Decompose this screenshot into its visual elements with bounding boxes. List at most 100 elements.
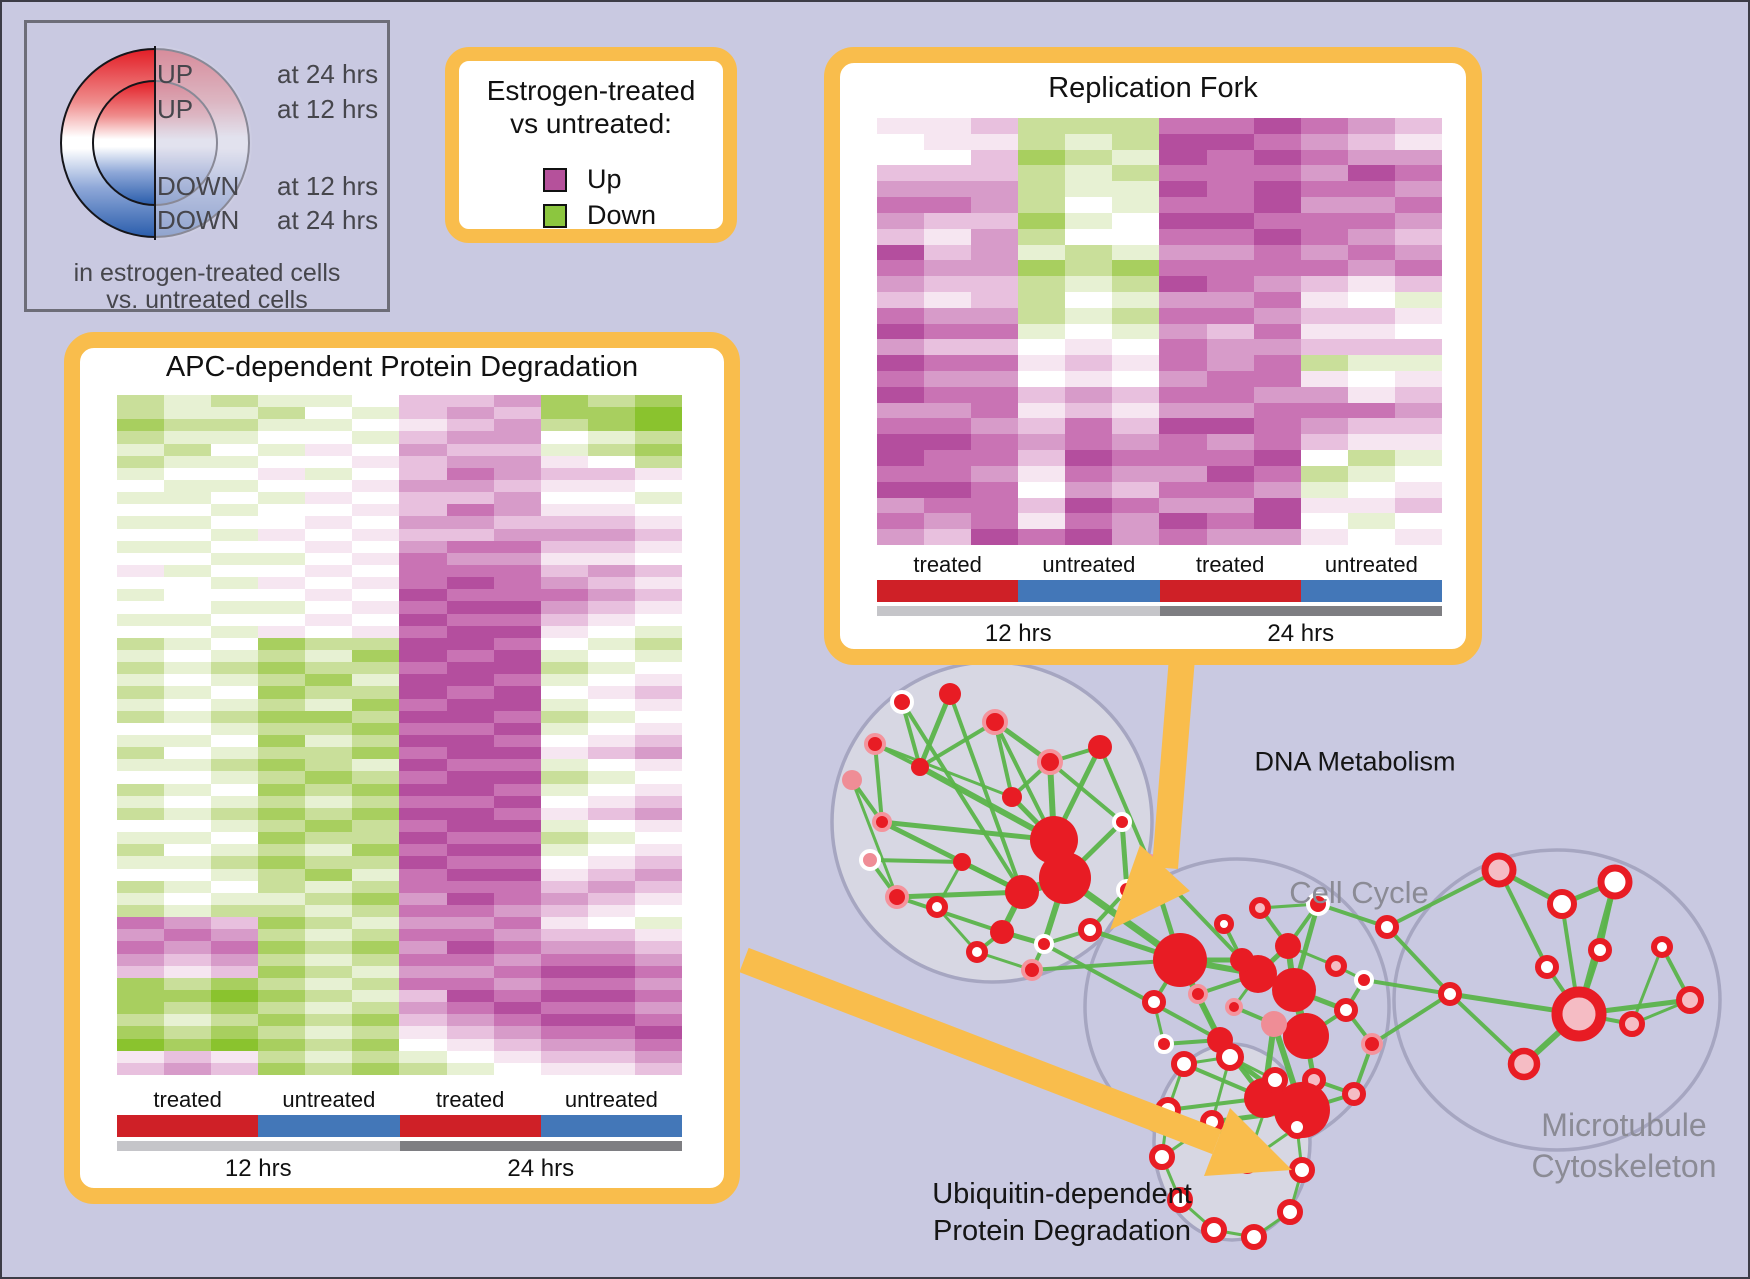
heatmap-cell bbox=[634, 407, 682, 420]
heatmap-cell bbox=[117, 941, 165, 954]
heatmap-cell bbox=[634, 601, 682, 614]
heatmap-cell bbox=[1018, 434, 1066, 451]
heatmap-cell bbox=[587, 480, 635, 493]
heatmap-cell bbox=[305, 880, 353, 893]
heatmap-cell bbox=[1300, 355, 1348, 372]
heatmap-cell bbox=[587, 722, 635, 735]
heatmap-cell bbox=[1394, 450, 1442, 466]
heatmap-cell bbox=[258, 722, 306, 735]
heatmap-cell bbox=[399, 528, 447, 541]
heatmap-cell bbox=[164, 540, 212, 553]
heatmap-cell bbox=[1206, 529, 1254, 545]
heatmap-cell bbox=[587, 905, 635, 918]
heatmap-cell bbox=[587, 892, 635, 905]
heatmap-cell bbox=[211, 905, 259, 918]
heatmap-cell bbox=[587, 783, 635, 796]
heatmap-cell bbox=[399, 795, 447, 808]
treated-bar bbox=[1159, 580, 1301, 602]
heatmap-cell bbox=[258, 795, 306, 808]
heatmap-cell bbox=[540, 1026, 588, 1039]
heatmap-cell bbox=[258, 1050, 306, 1063]
heatmap-cell bbox=[877, 181, 925, 198]
heatmap-cell bbox=[117, 905, 165, 918]
heatmap-cell bbox=[305, 431, 353, 444]
heatmap-cell bbox=[587, 771, 635, 784]
heatmap-cell bbox=[587, 698, 635, 711]
heatmap-cell bbox=[399, 431, 447, 444]
heatmap-cell bbox=[493, 577, 541, 590]
network-node bbox=[1481, 852, 1517, 888]
heatmap-cell bbox=[446, 698, 494, 711]
heatmap-cell bbox=[352, 504, 400, 517]
heatmap-cell bbox=[352, 1002, 400, 1015]
network-edge bbox=[869, 858, 963, 864]
heatmap-cell bbox=[1394, 497, 1442, 514]
heatmap-cell bbox=[1206, 228, 1254, 245]
heatmap-cell bbox=[540, 844, 588, 857]
heatmap-cell bbox=[634, 892, 682, 905]
heatmap-cell bbox=[493, 613, 541, 626]
heatmap-cell bbox=[258, 565, 306, 578]
heatmap-cell bbox=[399, 395, 447, 408]
heatmap-cell bbox=[352, 540, 400, 553]
heatmap-cell bbox=[1065, 291, 1113, 308]
heatmap-cell bbox=[446, 977, 494, 990]
heatmap-cell bbox=[1394, 481, 1442, 498]
heatmap-cell bbox=[540, 735, 588, 748]
heatmap-cell bbox=[1112, 197, 1160, 213]
heatmap-cell bbox=[1300, 481, 1348, 498]
heatmap-cell bbox=[587, 540, 635, 553]
heatmap-cell bbox=[164, 735, 212, 748]
heatmap-cell bbox=[164, 905, 212, 918]
heatmap-cell bbox=[211, 795, 259, 808]
heatmap-cell bbox=[924, 291, 972, 308]
heatmap-cell bbox=[587, 735, 635, 748]
network-node bbox=[1354, 970, 1374, 990]
heatmap-cell bbox=[1065, 339, 1113, 356]
heatmap-cell bbox=[1065, 181, 1113, 198]
heatmap-cell bbox=[305, 662, 353, 675]
heatmap-cell bbox=[1347, 260, 1395, 277]
network-node bbox=[1149, 1144, 1175, 1170]
heatmap-cell bbox=[258, 953, 306, 966]
heatmap-cell bbox=[493, 1062, 541, 1075]
heatmap-cell bbox=[305, 759, 353, 772]
heatmap-cell bbox=[587, 516, 635, 529]
wheel-row-down-24: DOWN at 24 hrs bbox=[157, 205, 378, 236]
heatmap-cell bbox=[446, 650, 494, 663]
heatmap-cell bbox=[258, 686, 306, 699]
network-node bbox=[1547, 889, 1577, 919]
heatmap-cell bbox=[352, 941, 400, 954]
heatmap-cell bbox=[634, 1026, 682, 1039]
heatmap-cell bbox=[587, 419, 635, 432]
heatmap-cell bbox=[877, 355, 925, 372]
heatmap-cell bbox=[587, 686, 635, 699]
network-node bbox=[1249, 897, 1271, 919]
heatmap-cell bbox=[877, 149, 925, 166]
network-node bbox=[859, 849, 881, 871]
heatmap-cell bbox=[258, 492, 306, 505]
heatmap-cell bbox=[164, 1038, 212, 1051]
heatmap-cell bbox=[399, 1050, 447, 1063]
heatmap-cell bbox=[1300, 434, 1348, 451]
network-node bbox=[1261, 1011, 1287, 1037]
heatmap-cell bbox=[164, 504, 212, 517]
heatmap-cell bbox=[117, 795, 165, 808]
heatmap-cell bbox=[446, 492, 494, 505]
heatmap-cell bbox=[117, 625, 165, 638]
heatmap-cell bbox=[117, 880, 165, 893]
network-node bbox=[1037, 749, 1063, 775]
heatmap-cell bbox=[1206, 371, 1254, 387]
heatmap-cell bbox=[352, 880, 400, 893]
cluster-circle-microtubule-cytoskeleton bbox=[1392, 848, 1722, 1152]
heatmap-cell bbox=[1159, 165, 1207, 182]
heatmap-cell bbox=[1018, 244, 1066, 261]
heatmap-cell bbox=[587, 795, 635, 808]
heatmap-cell bbox=[877, 418, 925, 435]
heatmap-cell bbox=[1018, 276, 1066, 292]
heatmap-cell bbox=[1065, 165, 1113, 182]
heatmap-cell bbox=[211, 747, 259, 760]
heatmap-cell bbox=[1253, 481, 1301, 498]
heatmap-cell bbox=[446, 1062, 494, 1075]
